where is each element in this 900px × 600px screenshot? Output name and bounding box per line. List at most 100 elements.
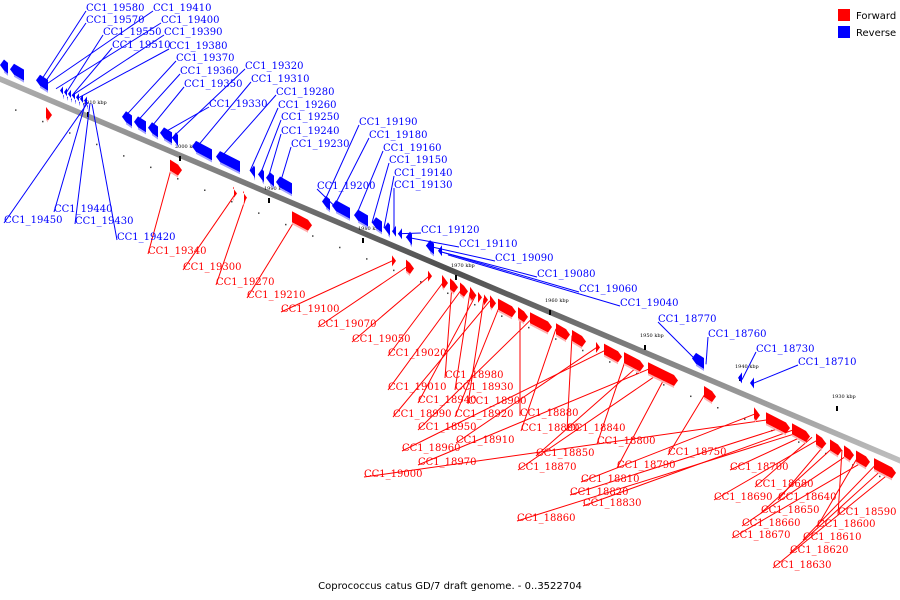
gene-label-cc1-19110[interactable]: CC1_19110 <box>459 239 517 250</box>
gene-label-cc1-18870[interactable]: CC1_18870 <box>518 462 576 473</box>
gene-label-cc1-18890[interactable]: CC1_18890 <box>521 423 579 434</box>
forward-gene <box>484 292 488 306</box>
gene-label-cc1-18940[interactable]: CC1_18940 <box>418 395 476 406</box>
gene-label-cc1-19410[interactable]: CC1_19410 <box>153 3 211 14</box>
gene-label-cc1-18930[interactable]: CC1_18930 <box>455 382 513 393</box>
gene-label-cc1-19310[interactable]: CC1_19310 <box>251 74 309 85</box>
forward-gene <box>478 290 482 303</box>
gene-label-cc1-19060[interactable]: CC1_19060 <box>579 284 637 295</box>
gene-label-cc1-19000[interactable]: CC1_19000 <box>364 469 422 480</box>
label-connector <box>520 328 557 432</box>
gene-label-cc1-19360[interactable]: CC1_19360 <box>180 66 238 77</box>
gene-label-cc1-18670[interactable]: CC1_18670 <box>732 530 790 541</box>
gene-label-cc1-19100[interactable]: CC1_19100 <box>281 304 339 315</box>
gene-label-cc1-18880[interactable]: CC1_18880 <box>520 408 578 419</box>
gene-label-cc1-19090[interactable]: CC1_19090 <box>495 253 553 264</box>
gene-label-cc1-18640[interactable]: CC1_18640 <box>778 492 836 503</box>
gene-label-cc1-19510[interactable]: CC1_19510 <box>112 40 170 51</box>
gene-label-cc1-19050[interactable]: CC1_19050 <box>352 334 410 345</box>
gene-label-cc1-18600[interactable]: CC1_18600 <box>817 519 875 530</box>
gene-label-cc1-19190[interactable]: CC1_19190 <box>359 117 417 128</box>
forward-gene <box>442 274 448 291</box>
gene-label-cc1-19080[interactable]: CC1_19080 <box>537 269 595 280</box>
gene-label-cc1-19150[interactable]: CC1_19150 <box>389 155 447 166</box>
reverse-gene <box>122 111 132 129</box>
label-connector <box>149 86 185 129</box>
gene-label-cc1-19580[interactable]: CC1_19580 <box>86 3 144 14</box>
gene-label-cc1-18700[interactable]: CC1_18700 <box>730 462 788 473</box>
gene-label-cc1-18660[interactable]: CC1_18660 <box>742 518 800 529</box>
gene-label-cc1-19320[interactable]: CC1_19320 <box>245 61 303 72</box>
gene-label-cc1-18620[interactable]: CC1_18620 <box>790 545 848 556</box>
gene-label-cc1-18680[interactable]: CC1_18680 <box>755 479 813 490</box>
gene-label-cc1-19550[interactable]: CC1_19550 <box>103 27 161 38</box>
gene-label-cc1-19420[interactable]: CC1_19420 <box>117 232 175 243</box>
label-connector <box>837 449 843 516</box>
gene-label-cc1-18800[interactable]: CC1_18800 <box>597 436 655 447</box>
gene-arrow <box>134 116 146 133</box>
gene-label-cc1-19380[interactable]: CC1_19380 <box>169 41 227 52</box>
gene-label-cc1-18860[interactable]: CC1_18860 <box>517 513 575 524</box>
label-connector <box>802 464 877 541</box>
gene-label-cc1-18730[interactable]: CC1_18730 <box>756 344 814 355</box>
gene-label-cc1-19250[interactable]: CC1_19250 <box>281 112 339 123</box>
gene-label-cc1-18980[interactable]: CC1_18980 <box>445 370 503 381</box>
gene-label-cc1-19400[interactable]: CC1_19400 <box>161 15 219 26</box>
label-connector <box>3 102 89 224</box>
gene-label-cc1-18840[interactable]: CC1_18840 <box>567 423 625 434</box>
gene-label-cc1-19020[interactable]: CC1_19020 <box>388 348 446 359</box>
gene-label-cc1-18770[interactable]: CC1_18770 <box>658 314 716 325</box>
gene-label-cc1-18990[interactable]: CC1_18990 <box>393 409 451 420</box>
gene-shadow <box>138 127 146 135</box>
gene-label-cc1-19180[interactable]: CC1_19180 <box>369 130 427 141</box>
gene-arrow <box>192 140 212 161</box>
gene-label-cc1-19300[interactable]: CC1_19300 <box>183 262 241 273</box>
gene-label-cc1-19430[interactable]: CC1_19430 <box>75 216 133 227</box>
gene-label-cc1-19390[interactable]: CC1_19390 <box>164 27 222 38</box>
gene-label-cc1-18970[interactable]: CC1_18970 <box>418 457 476 468</box>
gene-label-cc1-19240[interactable]: CC1_19240 <box>281 126 339 137</box>
gene-label-cc1-19040[interactable]: CC1_19040 <box>620 298 678 309</box>
gene-label-cc1-18750[interactable]: CC1_18750 <box>668 447 726 458</box>
gene-label-cc1-19010[interactable]: CC1_19010 <box>388 382 446 393</box>
gene-label-cc1-19570[interactable]: CC1_19570 <box>86 15 144 26</box>
gene-label-cc1-19200[interactable]: CC1_19200 <box>317 181 375 192</box>
gene-label-cc1-18690[interactable]: CC1_18690 <box>714 492 772 503</box>
gene-label-cc1-19130[interactable]: CC1_19130 <box>394 180 452 191</box>
gene-label-cc1-19330[interactable]: CC1_19330 <box>209 99 267 110</box>
gene-label-cc1-19370[interactable]: CC1_19370 <box>176 53 234 64</box>
label-connector <box>171 68 246 139</box>
gene-label-cc1-18830[interactable]: CC1_18830 <box>583 498 641 509</box>
gene-label-cc1-19210[interactable]: CC1_19210 <box>247 290 305 301</box>
gene-shadow <box>280 187 292 197</box>
gene-label-cc1-18760[interactable]: CC1_18760 <box>708 329 766 340</box>
gene-label-cc1-18790[interactable]: CC1_18790 <box>617 460 675 471</box>
gene-label-cc1-18950[interactable]: CC1_18950 <box>418 422 476 433</box>
gene-label-cc1-18910[interactable]: CC1_18910 <box>456 435 514 446</box>
gene-label-cc1-18820[interactable]: CC1_18820 <box>570 487 628 498</box>
gene-shadow <box>470 297 472 303</box>
gene-label-cc1-18920[interactable]: CC1_18920 <box>455 409 513 420</box>
gene-label-cc1-19070[interactable]: CC1_19070 <box>318 319 376 330</box>
gene-label-cc1-19270[interactable]: CC1_19270 <box>216 277 274 288</box>
gene-label-cc1-18900[interactable]: CC1_18900 <box>468 396 526 407</box>
gene-label-cc1-19260[interactable]: CC1_19260 <box>278 100 336 111</box>
gene-label-cc1-18710[interactable]: CC1_18710 <box>798 357 856 368</box>
gene-label-cc1-18850[interactable]: CC1_18850 <box>536 448 594 459</box>
gene-label-cc1-19350[interactable]: CC1_19350 <box>184 79 242 90</box>
gene-label-cc1-19230[interactable]: CC1_19230 <box>291 139 349 150</box>
gene-label-cc1-19160[interactable]: CC1_19160 <box>383 143 441 154</box>
gene-label-cc1-18610[interactable]: CC1_18610 <box>803 532 861 543</box>
gene-label-cc1-18960[interactable]: CC1_18960 <box>402 443 460 454</box>
gene-label-cc1-19140[interactable]: CC1_19140 <box>394 168 452 179</box>
gene-label-cc1-18650[interactable]: CC1_18650 <box>761 505 819 516</box>
kbp-tick-mark <box>268 198 270 203</box>
gene-label-cc1-18630[interactable]: CC1_18630 <box>773 560 831 571</box>
gene-label-cc1-19280[interactable]: CC1_19280 <box>276 87 334 98</box>
gene-label-cc1-18590[interactable]: CC1_18590 <box>838 507 896 518</box>
gene-label-cc1-19120[interactable]: CC1_19120 <box>421 225 479 236</box>
gene-label-cc1-19340[interactable]: CC1_19340 <box>148 246 206 257</box>
gene-label-cc1-18810[interactable]: CC1_18810 <box>581 474 639 485</box>
gene-label-cc1-19450[interactable]: CC1_19450 <box>4 215 62 226</box>
gene-label-cc1-19440[interactable]: CC1_19440 <box>54 204 112 215</box>
